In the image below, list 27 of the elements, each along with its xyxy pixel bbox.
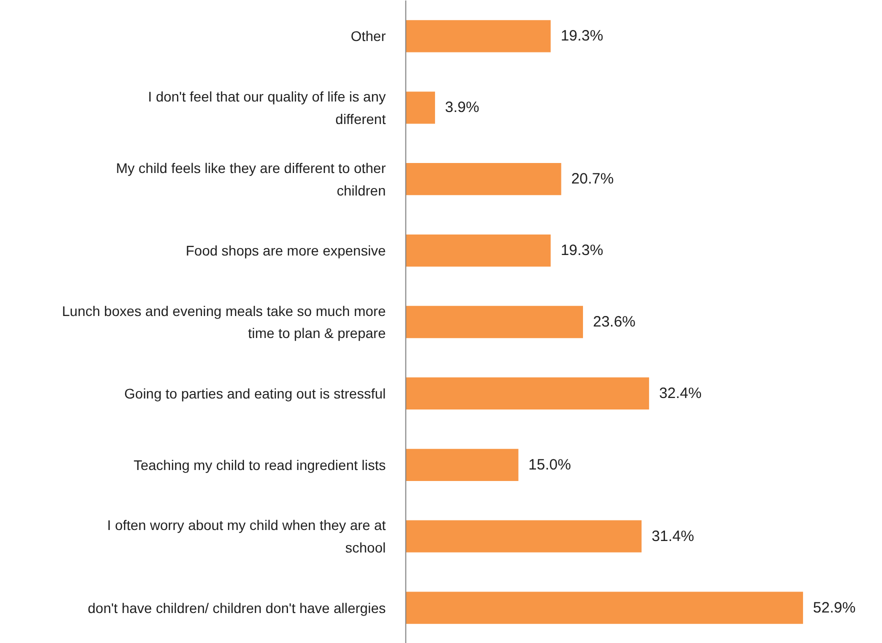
bar — [406, 306, 583, 338]
bar — [406, 163, 562, 196]
data-label: 3.9% — [445, 99, 480, 116]
data-label: 23.6% — [592, 314, 636, 330]
bar — [406, 448, 518, 481]
y-tick-label: Teaching my child to read ingredient lists — [134, 456, 386, 473]
bar — [406, 520, 642, 552]
data-label: 32.4% — [659, 384, 702, 402]
y-tick-label: don't have children/ children don't have allergies — [88, 600, 386, 616]
data-label: 19.3% — [560, 28, 604, 45]
y-tick-label: I often worry about my child when they are at school — [107, 517, 386, 556]
data-label: 19.3% — [560, 242, 604, 260]
data-label: 20.7% — [571, 170, 614, 188]
y-tick-label: I don't feel that our quality of life is any different — [148, 88, 386, 127]
data-label: 31.4% — [652, 528, 694, 545]
bar — [406, 377, 650, 410]
bar — [406, 592, 804, 624]
y-tick-label: Going to parties and eating out is stressful — [124, 385, 386, 402]
y-tick-label: Other — [350, 28, 386, 44]
y-tick-label: My child feels like they are different to other children — [116, 160, 386, 198]
data-label: 15.0% — [528, 456, 571, 474]
y-tick-label: Lunch boxes and evening meals take so much more time to plan & prepare — [62, 302, 386, 342]
bar — [406, 20, 551, 52]
data-label: 52.9% — [813, 599, 856, 616]
bar — [406, 92, 436, 124]
y-tick-label: Food shops are more expensive — [186, 242, 386, 259]
bar — [406, 234, 551, 267]
